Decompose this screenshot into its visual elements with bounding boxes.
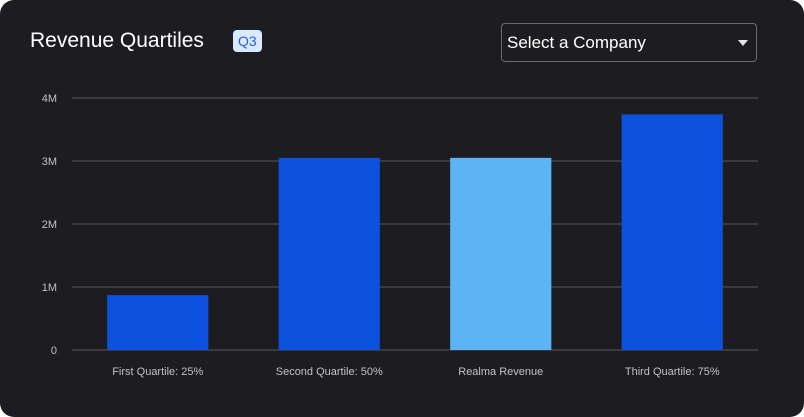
bars	[107, 114, 723, 350]
caret-down-icon	[738, 40, 748, 46]
x-category-label: Second Quartile: 50%	[276, 366, 383, 378]
bar[interactable]	[621, 114, 723, 350]
y-tick-label: 3M	[42, 156, 57, 168]
y-axis-ticks: 0 1M 2M 3M 4M	[42, 93, 57, 357]
chart-title: Revenue Quartiles	[30, 29, 204, 52]
x-axis-labels: First Quartile: 25% Second Quartile: 50% R…	[112, 366, 720, 378]
y-tick-label: 4M	[42, 93, 57, 105]
quarter-badge: Q3	[233, 30, 262, 52]
x-category-label: Third Quartile: 75%	[625, 366, 720, 378]
x-category-label: First Quartile: 25%	[112, 366, 203, 378]
bar[interactable]	[450, 157, 552, 350]
x-category-label: Realma Revenue	[458, 366, 543, 378]
bar[interactable]	[278, 157, 380, 350]
company-select-value: Select a Company	[507, 33, 646, 52]
y-tick-label: 0	[51, 345, 57, 357]
bar[interactable]	[107, 295, 209, 350]
company-select[interactable]: Select a Company	[501, 23, 757, 62]
y-tick-label: 1M	[42, 282, 57, 294]
y-tick-label: 2M	[42, 219, 57, 231]
